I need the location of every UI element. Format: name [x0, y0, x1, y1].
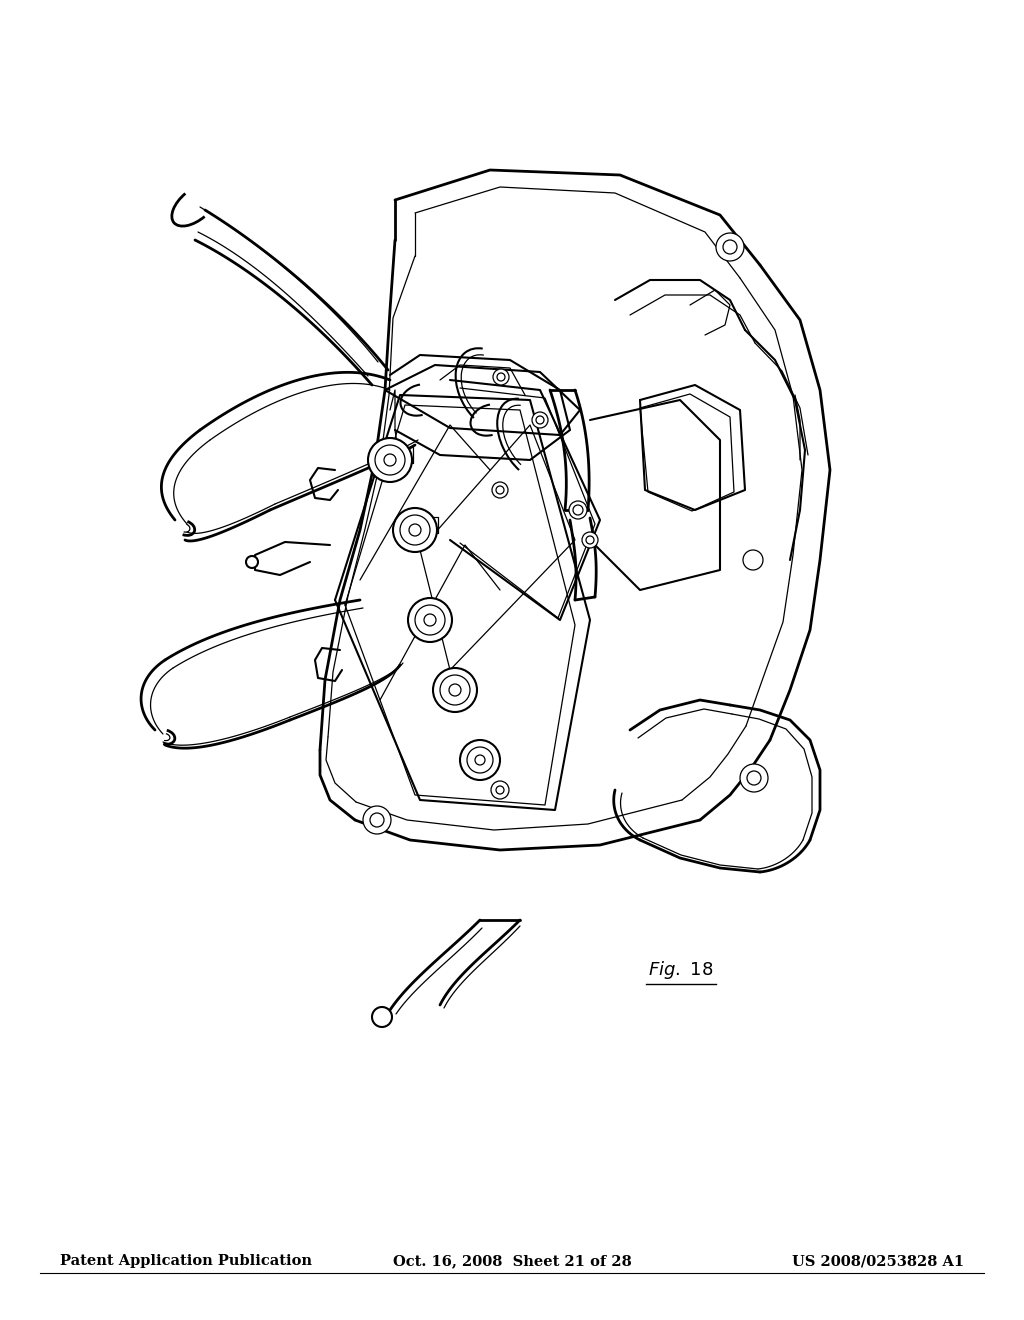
- Circle shape: [449, 684, 461, 696]
- Circle shape: [424, 614, 436, 626]
- Circle shape: [246, 556, 258, 568]
- Circle shape: [409, 524, 421, 536]
- Circle shape: [746, 771, 761, 785]
- Circle shape: [460, 741, 500, 780]
- Circle shape: [493, 370, 509, 385]
- Circle shape: [362, 807, 391, 834]
- Circle shape: [400, 515, 430, 545]
- Circle shape: [393, 508, 437, 552]
- Circle shape: [723, 240, 737, 253]
- Circle shape: [492, 482, 508, 498]
- Circle shape: [415, 605, 445, 635]
- Text: Patent Application Publication: Patent Application Publication: [60, 1254, 312, 1269]
- Circle shape: [475, 755, 485, 766]
- Circle shape: [582, 532, 598, 548]
- Circle shape: [496, 785, 504, 795]
- Circle shape: [408, 598, 452, 642]
- Circle shape: [370, 813, 384, 828]
- Circle shape: [433, 668, 477, 711]
- Circle shape: [467, 747, 493, 774]
- Circle shape: [716, 234, 744, 261]
- Text: $\mathit{Fig.\ 18}$: $\mathit{Fig.\ 18}$: [648, 960, 714, 981]
- Circle shape: [368, 438, 412, 482]
- Text: Oct. 16, 2008  Sheet 21 of 28: Oct. 16, 2008 Sheet 21 of 28: [392, 1254, 632, 1269]
- Circle shape: [740, 764, 768, 792]
- Circle shape: [573, 506, 583, 515]
- Circle shape: [440, 675, 470, 705]
- Circle shape: [743, 550, 763, 570]
- Circle shape: [536, 416, 544, 424]
- Circle shape: [372, 1007, 392, 1027]
- Circle shape: [586, 536, 594, 544]
- Circle shape: [569, 502, 587, 519]
- Circle shape: [384, 454, 396, 466]
- Text: US 2008/0253828 A1: US 2008/0253828 A1: [792, 1254, 964, 1269]
- Circle shape: [496, 486, 504, 494]
- Circle shape: [497, 374, 505, 381]
- Circle shape: [375, 445, 406, 475]
- Circle shape: [490, 781, 509, 799]
- Circle shape: [532, 412, 548, 428]
